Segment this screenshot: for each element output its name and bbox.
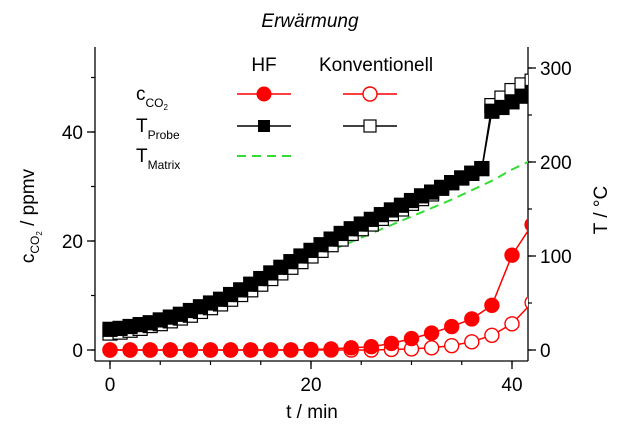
legend-label-sub: CO <box>146 96 164 110</box>
x-tick-label: 40 <box>501 375 522 396</box>
left-axis-label-sub: CO <box>28 236 42 254</box>
data-point-c-co2-hf <box>283 342 299 358</box>
legend-label: TMatrix <box>136 146 180 172</box>
chart-title: Erwärmung <box>261 11 359 32</box>
series-line-t-probe-konventionell <box>109 81 528 334</box>
data-point-c-co2-hf <box>182 342 199 358</box>
data-point-c-co2-hf <box>423 325 440 341</box>
legend-header-konventionell: Konventionell <box>319 55 433 76</box>
legend-label-main: T <box>136 116 148 137</box>
data-point-c-co2-hf <box>464 311 480 327</box>
x-tick-label: 20 <box>300 375 321 396</box>
series-line-c-co2-hf <box>110 229 528 351</box>
legend-label-subsub: 2 <box>164 103 169 112</box>
left-axis-label-unit: / ppmv <box>18 168 39 231</box>
y-right-tick-label: 0 <box>540 341 551 362</box>
legend-label: cCO2 <box>136 84 169 112</box>
data-point-c-co2-hf <box>242 342 259 358</box>
data-point-t-probe-hf <box>524 84 528 101</box>
data-point-c-co2-hf <box>202 342 219 358</box>
legend-label: TProbe <box>136 116 180 142</box>
data-point-c-co2-konventionell <box>504 316 520 332</box>
y-right-tick-label: 100 <box>540 247 572 268</box>
data-point-c-co2-hf <box>263 342 279 358</box>
data-point-c-co2-hf <box>102 342 118 358</box>
data-point-c-co2-hf <box>524 218 528 232</box>
legend-label-sub: Matrix <box>148 158 181 172</box>
y-left-tick-label: 0 <box>72 341 83 362</box>
data-point-c-co2-hf <box>323 341 339 357</box>
y-right-tick-label: 300 <box>540 59 572 80</box>
data-point-c-co2-konventionell <box>524 296 528 310</box>
left-axis-label: cCO2 / ppmv <box>18 168 44 263</box>
legend-marker-c-konv <box>362 86 378 102</box>
left-axis-label-subsub: 2 <box>35 231 44 236</box>
data-point-c-co2-konventionell <box>423 340 440 356</box>
data-point-c-co2-hf <box>484 297 500 314</box>
data-point-c-co2-hf <box>383 335 400 352</box>
data-point-c-co2-hf <box>222 342 239 358</box>
data-point-c-co2-hf <box>444 318 460 335</box>
axes: 0 20 40 0 20 40 0 100 200 300 <box>62 47 572 396</box>
x-axis-label: t / min <box>286 402 338 423</box>
data-point-c-co2-konventionell <box>444 337 460 354</box>
y-right-tick-label: 200 <box>540 153 572 174</box>
right-axis-label: T / °C <box>591 186 612 234</box>
data-point-c-co2-hf <box>122 342 138 358</box>
plot-series <box>102 73 528 358</box>
data-point-c-co2-hf <box>303 341 319 358</box>
legend-marker-t-konv <box>363 119 377 133</box>
data-point-t-probe-konventionell <box>524 73 528 89</box>
data-point-c-co2-hf <box>343 340 359 356</box>
data-point-c-co2-hf <box>363 339 379 355</box>
data-point-c-co2-hf <box>403 330 420 347</box>
legend-label-sub: Probe <box>148 128 180 142</box>
data-point-c-co2-hf <box>142 342 158 358</box>
y-left-tick-label: 40 <box>62 123 83 144</box>
legend-marker-t-hf <box>258 120 270 132</box>
data-point-c-co2-hf <box>162 342 179 358</box>
x-tick-label: 0 <box>105 375 116 396</box>
legend-header-hf: HF <box>251 55 276 76</box>
data-point-t-probe-hf <box>474 160 490 177</box>
data-point-c-co2-konventionell <box>484 327 500 343</box>
data-point-c-co2-konventionell <box>464 334 480 350</box>
legend-label-main: T <box>136 146 148 167</box>
legend-label-main: c <box>136 84 146 105</box>
left-axis-label-main: c <box>18 254 39 264</box>
data-point-c-co2-hf <box>504 247 520 263</box>
legend-marker-c-hf <box>256 86 272 102</box>
y-left-tick-label: 20 <box>62 232 83 253</box>
